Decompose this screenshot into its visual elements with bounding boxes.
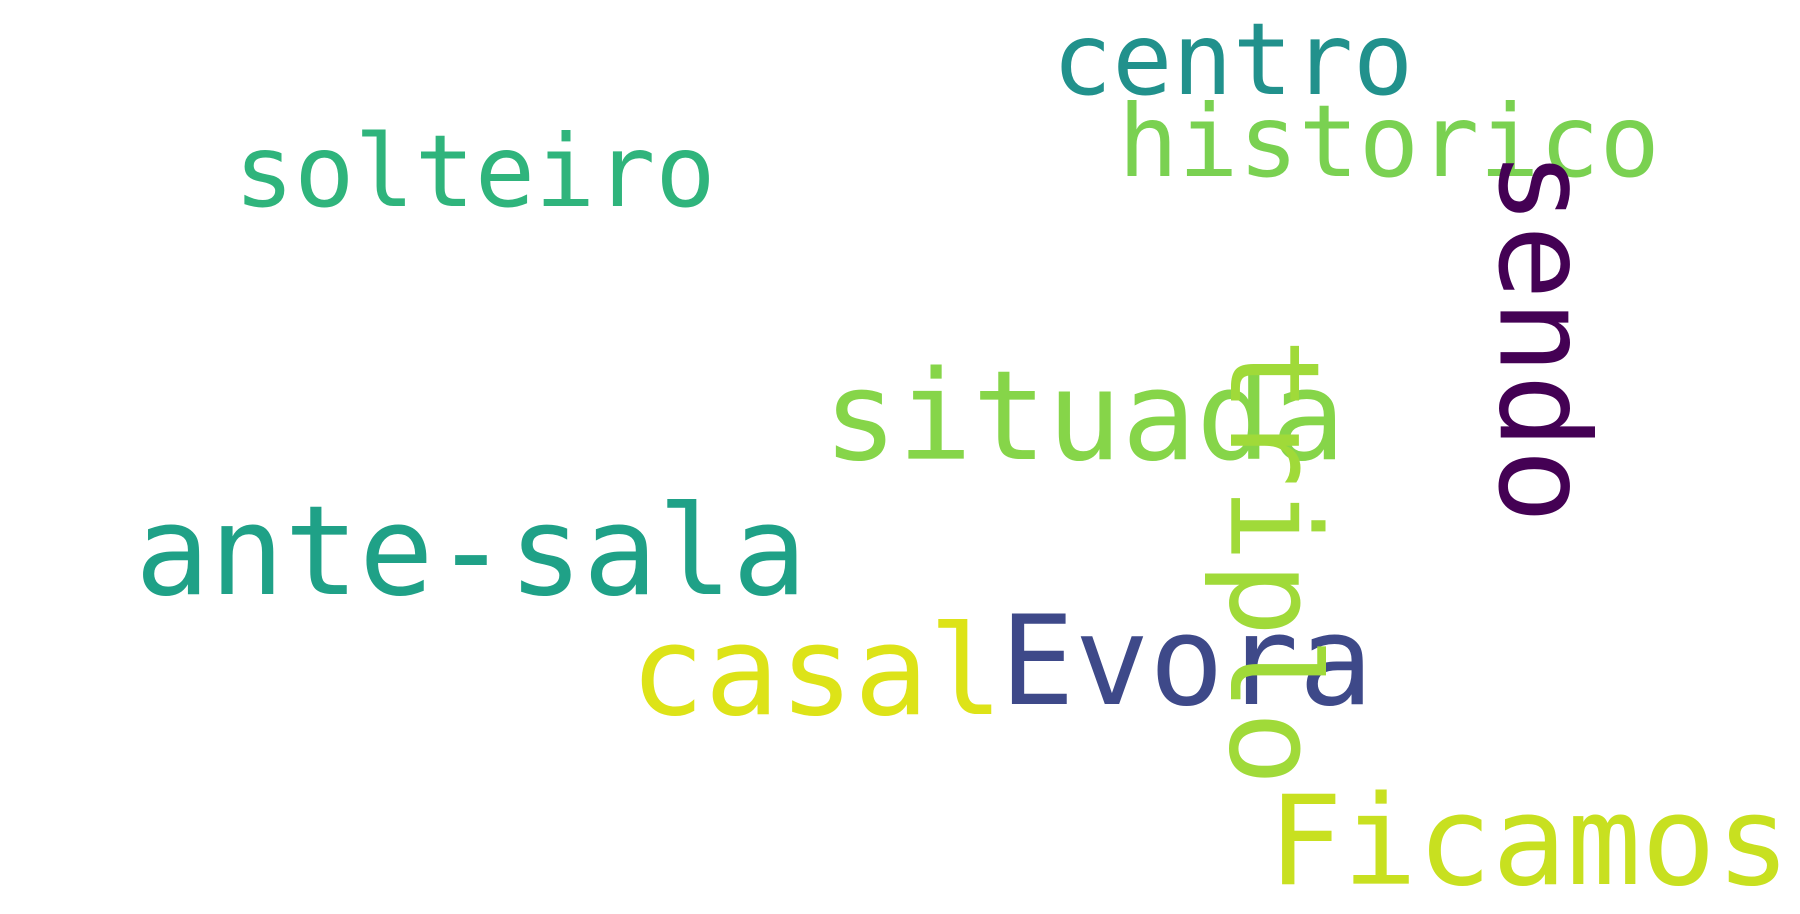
word-evora: Evora (1000, 590, 1374, 734)
word-ficamos: Ficamos (1268, 770, 1791, 914)
word-situada: situada (823, 345, 1346, 489)
word-triplo: triplo (1200, 338, 1345, 786)
word-ante-sala: ante-sala (135, 480, 807, 624)
word-centro: centro (1052, 1, 1414, 118)
word-historico: historico (1118, 83, 1660, 200)
word-sendo: sendo (1470, 150, 1615, 524)
word-solteiro: solteiro (234, 113, 716, 230)
word-casal: casal (630, 600, 1004, 744)
